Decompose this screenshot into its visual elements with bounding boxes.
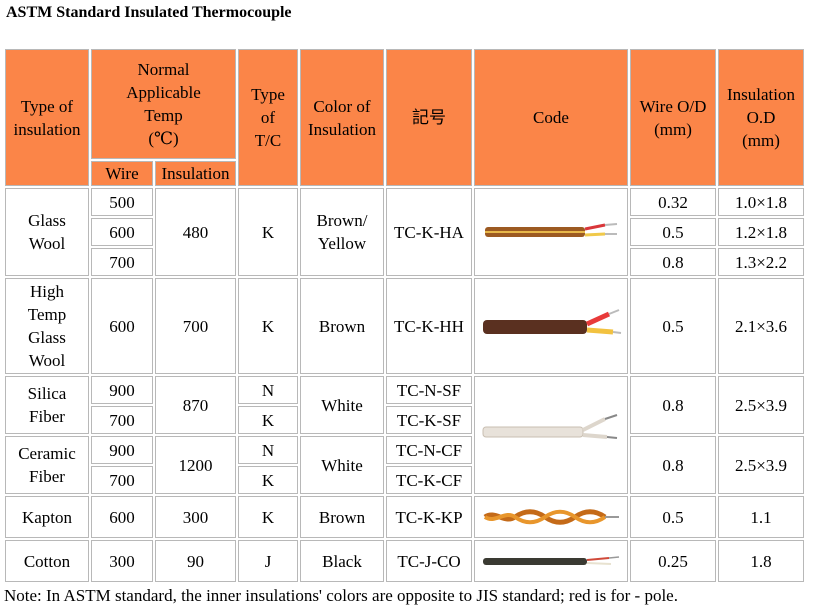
cotton-code: TC-J-CO bbox=[386, 540, 472, 582]
glass-wool-wire-od-3: 0.8 bbox=[630, 248, 716, 276]
ceramic-fiber-wire-od: 0.8 bbox=[630, 436, 716, 494]
silica-fiber-code-1: TC-N-SF bbox=[386, 376, 472, 404]
kapton-type: K bbox=[238, 496, 298, 538]
kapton-insulation-temp: 300 bbox=[155, 496, 236, 538]
glass-wool-wire-od-2: 0.5 bbox=[630, 218, 716, 246]
header-color-of-insulation: Color of Insulation bbox=[300, 49, 384, 186]
page-title: ASTM Standard Insulated Thermocouple bbox=[6, 4, 292, 21]
glass-wool-insulation-od-2: 1.2×1.8 bbox=[718, 218, 804, 246]
high-temp-cable-image bbox=[474, 278, 628, 374]
kapton-wire: 600 bbox=[91, 496, 153, 538]
glass-wool-wire-2: 600 bbox=[91, 218, 153, 246]
glass-wool-name: Glass Wool bbox=[5, 188, 89, 276]
cotton-cable-image bbox=[474, 540, 628, 582]
header-code: Code bbox=[474, 49, 628, 186]
header-type-of-insulation: Type of insulation bbox=[5, 49, 89, 186]
cotton-name: Cotton bbox=[5, 540, 89, 582]
glass-wool-cable-image bbox=[474, 188, 628, 276]
high-temp-color: Brown bbox=[300, 278, 384, 374]
cotton-type: J bbox=[238, 540, 298, 582]
glass-wool-insulation-od-1: 1.0×1.8 bbox=[718, 188, 804, 216]
cotton-insulation-temp: 90 bbox=[155, 540, 236, 582]
header-kigo: 記号 bbox=[386, 49, 472, 186]
silica-fiber-type-2: K bbox=[238, 406, 298, 434]
header-normal-applicable-temp: Normal Applicable Temp (℃) bbox=[91, 49, 236, 159]
ceramic-fiber-type-1: N bbox=[238, 436, 298, 464]
header-insulation: Insulation bbox=[155, 161, 236, 186]
glass-wool-code: TC-K-HA bbox=[386, 188, 472, 276]
fiber-cable-image bbox=[474, 376, 628, 494]
ceramic-fiber-insulation-temp: 1200 bbox=[155, 436, 236, 494]
kapton-cable-image bbox=[474, 496, 628, 538]
high-temp-name: High Temp Glass Wool bbox=[5, 278, 89, 374]
ceramic-fiber-wire-2: 700 bbox=[91, 466, 153, 494]
thermocouple-table: Type of insulation Normal Applicable Tem… bbox=[3, 47, 806, 584]
glass-wool-insulation-od-3: 1.3×2.2 bbox=[718, 248, 804, 276]
glass-wool-wire-3: 700 bbox=[91, 248, 153, 276]
footnote: Note: In ASTM standard, the inner insula… bbox=[4, 586, 678, 605]
kapton-insulation-od: 1.1 bbox=[718, 496, 804, 538]
header-insulation-od: Insulation O.D (mm) bbox=[718, 49, 804, 186]
high-temp-code: TC-K-HH bbox=[386, 278, 472, 374]
ceramic-fiber-insulation-od: 2.5×3.9 bbox=[718, 436, 804, 494]
glass-wool-insulation-temp: 480 bbox=[155, 188, 236, 276]
header-wire: Wire bbox=[91, 161, 153, 186]
cotton-color: Black bbox=[300, 540, 384, 582]
cotton-wire: 300 bbox=[91, 540, 153, 582]
ceramic-fiber-name: Ceramic Fiber bbox=[5, 436, 89, 494]
high-temp-wire-od: 0.5 bbox=[630, 278, 716, 374]
silica-fiber-wire-2: 700 bbox=[91, 406, 153, 434]
cotton-insulation-od: 1.8 bbox=[718, 540, 804, 582]
glass-wool-wire-od-1: 0.32 bbox=[630, 188, 716, 216]
silica-fiber-name: Silica Fiber bbox=[5, 376, 89, 434]
silica-fiber-code-2: TC-K-SF bbox=[386, 406, 472, 434]
ceramic-fiber-type-2: K bbox=[238, 466, 298, 494]
kapton-color: Brown bbox=[300, 496, 384, 538]
silica-fiber-wire-1: 900 bbox=[91, 376, 153, 404]
kapton-wire-od: 0.5 bbox=[630, 496, 716, 538]
kapton-name: Kapton bbox=[5, 496, 89, 538]
high-temp-wire: 600 bbox=[91, 278, 153, 374]
silica-fiber-color: White bbox=[300, 376, 384, 434]
header-wire-od: Wire O/D (mm) bbox=[630, 49, 716, 186]
high-temp-type: K bbox=[238, 278, 298, 374]
glass-wool-color: Brown/ Yellow bbox=[300, 188, 384, 276]
ceramic-fiber-code-1: TC-N-CF bbox=[386, 436, 472, 464]
kapton-code: TC-K-KP bbox=[386, 496, 472, 538]
silica-fiber-insulation-od: 2.5×3.9 bbox=[718, 376, 804, 434]
high-temp-insulation-od: 2.1×3.6 bbox=[718, 278, 804, 374]
silica-fiber-wire-od: 0.8 bbox=[630, 376, 716, 434]
silica-fiber-type-1: N bbox=[238, 376, 298, 404]
cotton-wire-od: 0.25 bbox=[630, 540, 716, 582]
ceramic-fiber-wire-1: 900 bbox=[91, 436, 153, 464]
glass-wool-type: K bbox=[238, 188, 298, 276]
header-type-of-tc: Type of T/C bbox=[238, 49, 298, 186]
high-temp-insulation-temp: 700 bbox=[155, 278, 236, 374]
ceramic-fiber-code-2: TC-K-CF bbox=[386, 466, 472, 494]
ceramic-fiber-color: White bbox=[300, 436, 384, 494]
glass-wool-wire-1: 500 bbox=[91, 188, 153, 216]
silica-fiber-insulation-temp: 870 bbox=[155, 376, 236, 434]
